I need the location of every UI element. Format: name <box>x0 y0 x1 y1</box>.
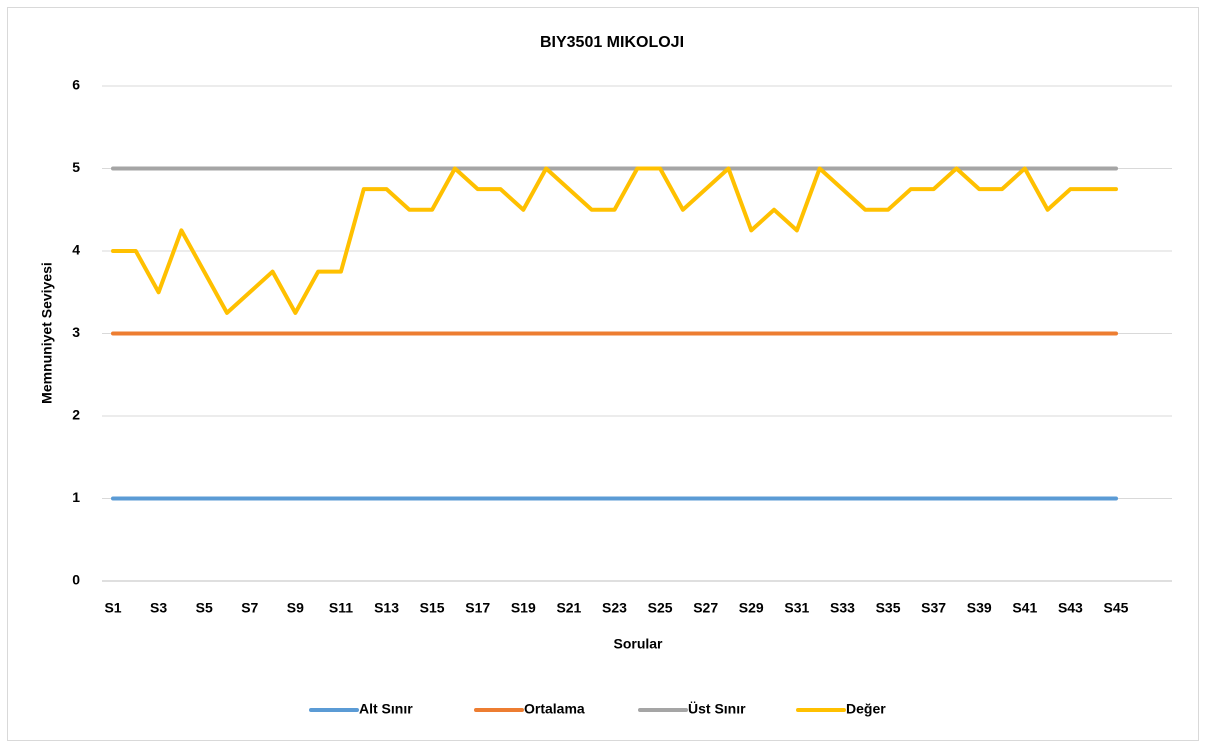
x-tick-label: S7 <box>241 600 258 616</box>
y-tick-label: 0 <box>72 572 80 588</box>
y-tick-label: 3 <box>72 324 80 340</box>
legend-label: Alt Sınır <box>359 701 413 717</box>
x-axis-title: Sorular <box>613 636 663 652</box>
x-tick-label: S11 <box>329 600 353 616</box>
legend-label: Üst Sınır <box>688 701 746 717</box>
x-tick-label: S27 <box>693 600 718 616</box>
x-tick-label: S35 <box>876 600 901 616</box>
x-tick-label: S23 <box>602 600 627 616</box>
x-tick-label: S21 <box>556 600 581 616</box>
chart-frame <box>7 7 1199 741</box>
x-tick-label: S41 <box>1012 600 1037 616</box>
x-tick-label: S1 <box>104 600 121 616</box>
x-tick-label: S29 <box>739 600 764 616</box>
x-tick-label: S31 <box>784 600 809 616</box>
x-tick-label: S37 <box>921 600 946 616</box>
legend-label: Değer <box>846 701 886 717</box>
series-line <box>111 166 1118 315</box>
x-tick-label: S25 <box>648 600 673 616</box>
x-tick-label: S5 <box>196 600 213 616</box>
x-tick-label: S39 <box>967 600 992 616</box>
x-tick-label: S3 <box>150 600 167 616</box>
x-tick-label: S9 <box>287 600 304 616</box>
y-tick-label: 2 <box>72 407 80 423</box>
x-tick-label: S45 <box>1104 600 1129 616</box>
x-tick-label: S19 <box>511 600 536 616</box>
y-axis-title: Memnuniyet Seviyesi <box>39 262 55 404</box>
legend-label: Ortalama <box>524 701 585 717</box>
y-tick-label: 5 <box>72 159 80 175</box>
x-tick-label: S15 <box>420 600 445 616</box>
y-tick-label: 4 <box>72 242 80 258</box>
y-tick-label: 1 <box>72 489 80 505</box>
y-tick-label: 6 <box>72 77 80 93</box>
x-tick-label: S33 <box>830 600 855 616</box>
x-tick-label: S17 <box>465 600 490 616</box>
x-tick-label: S43 <box>1058 600 1083 616</box>
x-tick-label: S13 <box>374 600 399 616</box>
chart-title: BIY3501 MIKOLOJI <box>540 34 684 51</box>
